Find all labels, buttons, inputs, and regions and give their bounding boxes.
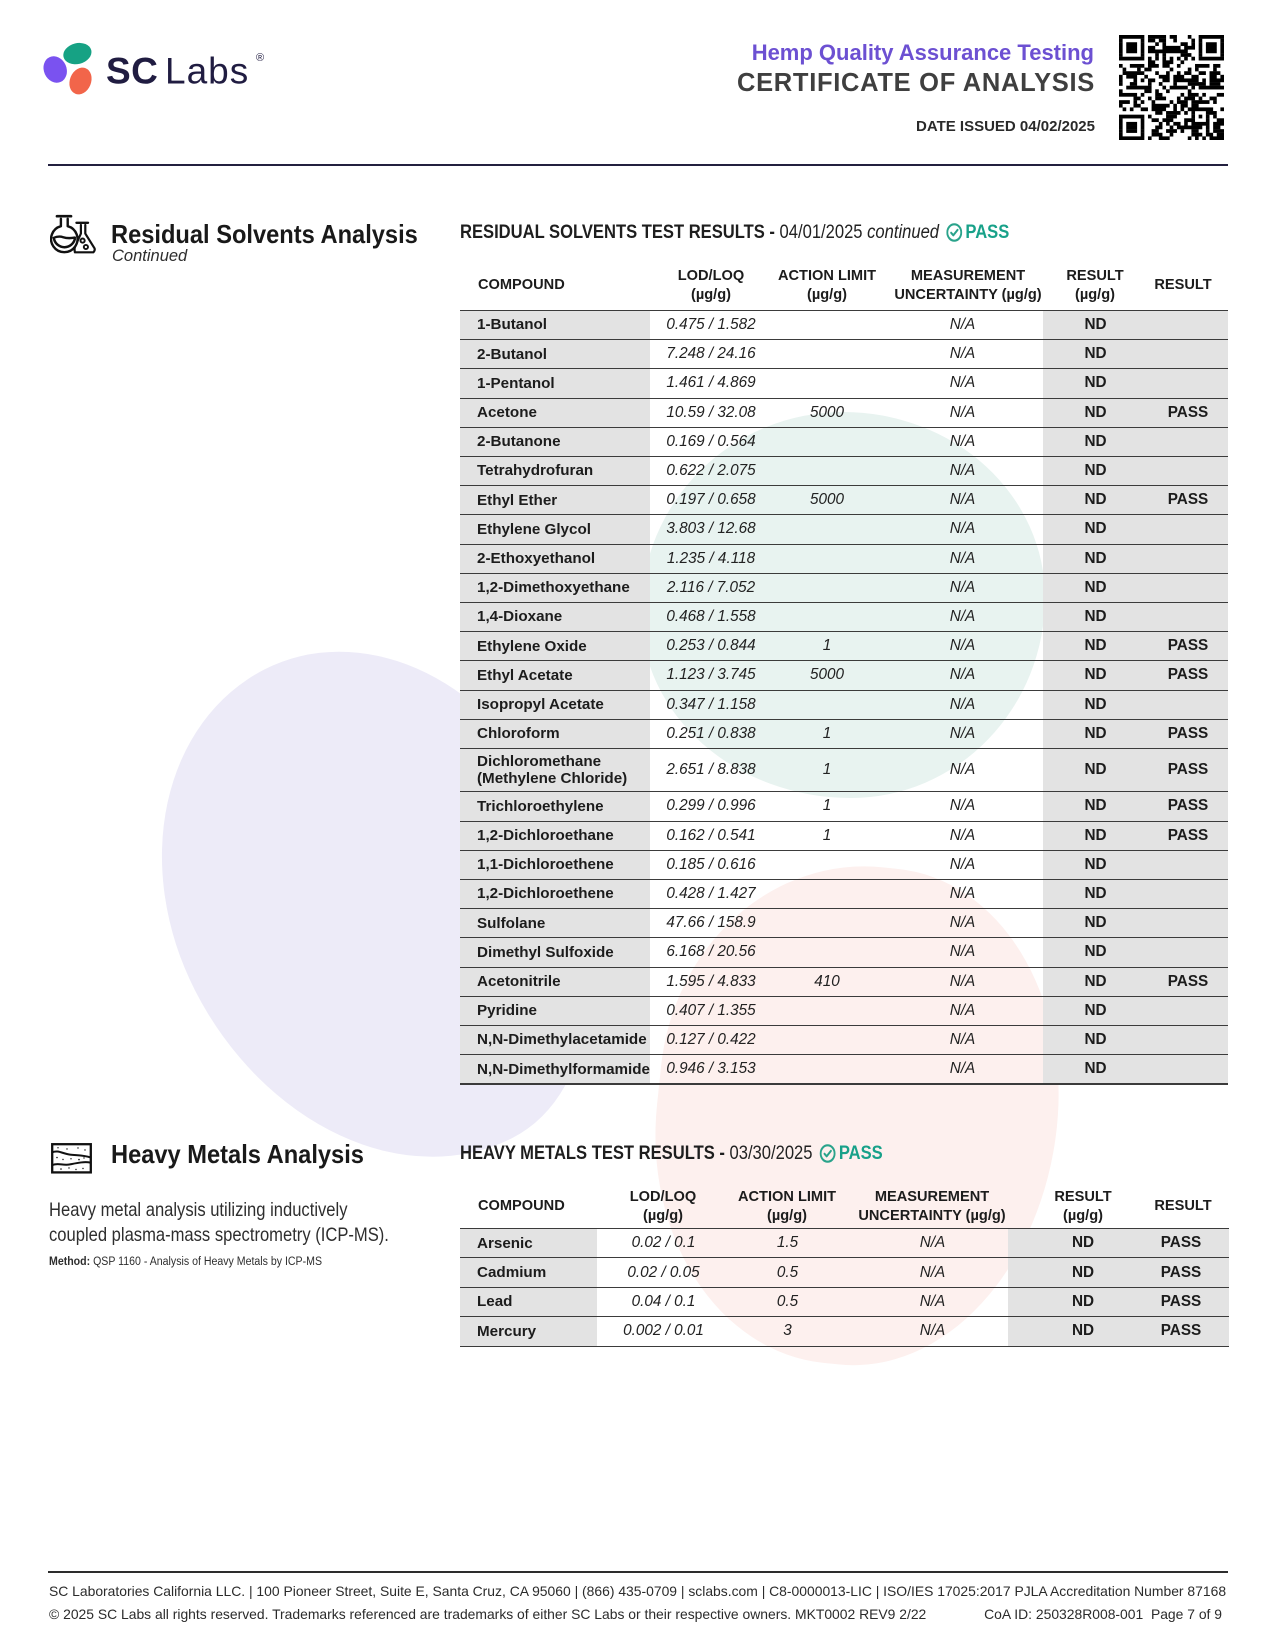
svg-text:Labs: Labs [165,51,249,92]
svg-text:SC: SC [106,51,158,92]
svg-text:®: ® [256,52,264,64]
